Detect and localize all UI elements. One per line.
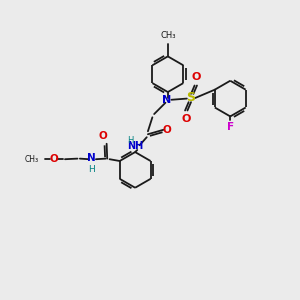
Text: NH: NH — [127, 141, 143, 152]
Text: F: F — [227, 122, 234, 132]
Text: O: O — [49, 154, 58, 164]
Text: O: O — [182, 114, 191, 124]
Text: CH₃: CH₃ — [160, 31, 176, 40]
Text: H: H — [88, 165, 95, 174]
Text: N: N — [162, 95, 171, 105]
Text: O: O — [99, 131, 107, 141]
Text: O: O — [163, 125, 171, 135]
Text: S: S — [187, 92, 196, 104]
Text: CH₃: CH₃ — [25, 155, 39, 164]
Text: O: O — [191, 72, 200, 82]
Text: N: N — [87, 153, 96, 163]
Text: H: H — [127, 136, 133, 145]
